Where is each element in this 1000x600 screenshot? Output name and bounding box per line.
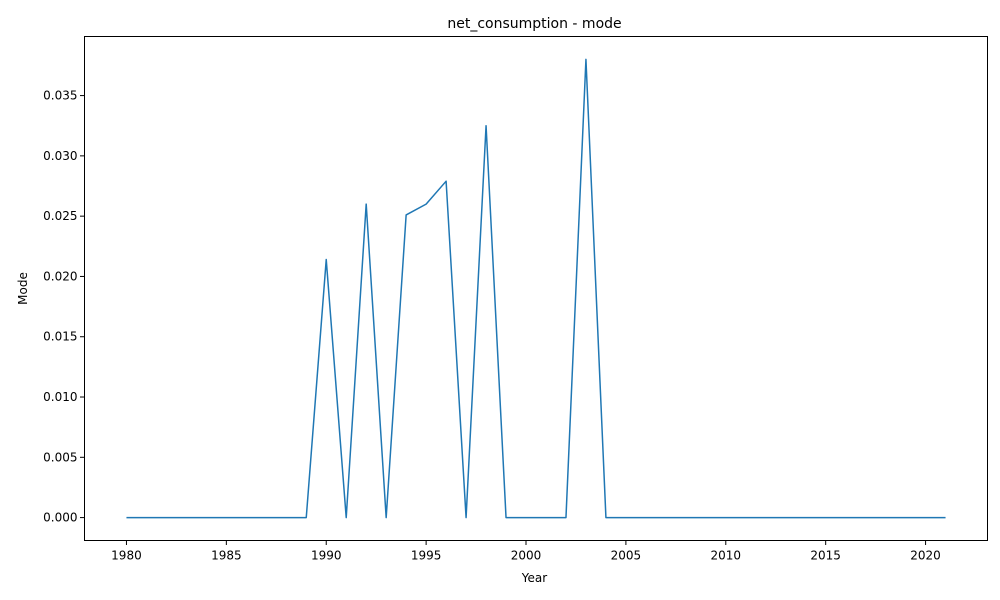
- plot-area: [126, 58, 946, 519]
- chart-title: net_consumption - mode: [447, 16, 621, 32]
- x-tick-label: 1990: [311, 549, 342, 563]
- y-tick-label: 0.020: [43, 269, 77, 283]
- x-tick-label: 2010: [711, 549, 742, 563]
- x-tick-label: 1995: [411, 549, 442, 563]
- x-tick-label: 2005: [611, 549, 642, 563]
- x-axis-label: Year: [521, 571, 547, 585]
- x-axis: 1980 1985 1990 1995 2000 2005 2010 2015 2020: [111, 540, 941, 563]
- x-tick-label: 2020: [910, 549, 941, 563]
- y-axis: 0.000 0.005 0.010 0.015 0.020 0.025 0.030 0.035: [43, 89, 85, 525]
- y-tick-label: 0.035: [43, 89, 77, 103]
- y-axis-label: Mode: [16, 272, 30, 305]
- y-tick-label: 0.005: [43, 450, 77, 464]
- x-tick-label: 2015: [810, 549, 841, 563]
- y-tick-label: 0.025: [43, 209, 77, 223]
- y-tick-label: 0.010: [43, 390, 77, 404]
- x-tick-label: 1980: [111, 549, 142, 563]
- x-tick-label: 2000: [511, 549, 542, 563]
- y-tick-label: 0.030: [43, 149, 77, 163]
- y-tick-label: 0.000: [43, 511, 77, 525]
- series-line: [126, 58, 946, 519]
- y-tick-label: 0.015: [43, 330, 77, 344]
- x-tick-label: 1985: [211, 549, 242, 563]
- axes-frame: [84, 36, 988, 541]
